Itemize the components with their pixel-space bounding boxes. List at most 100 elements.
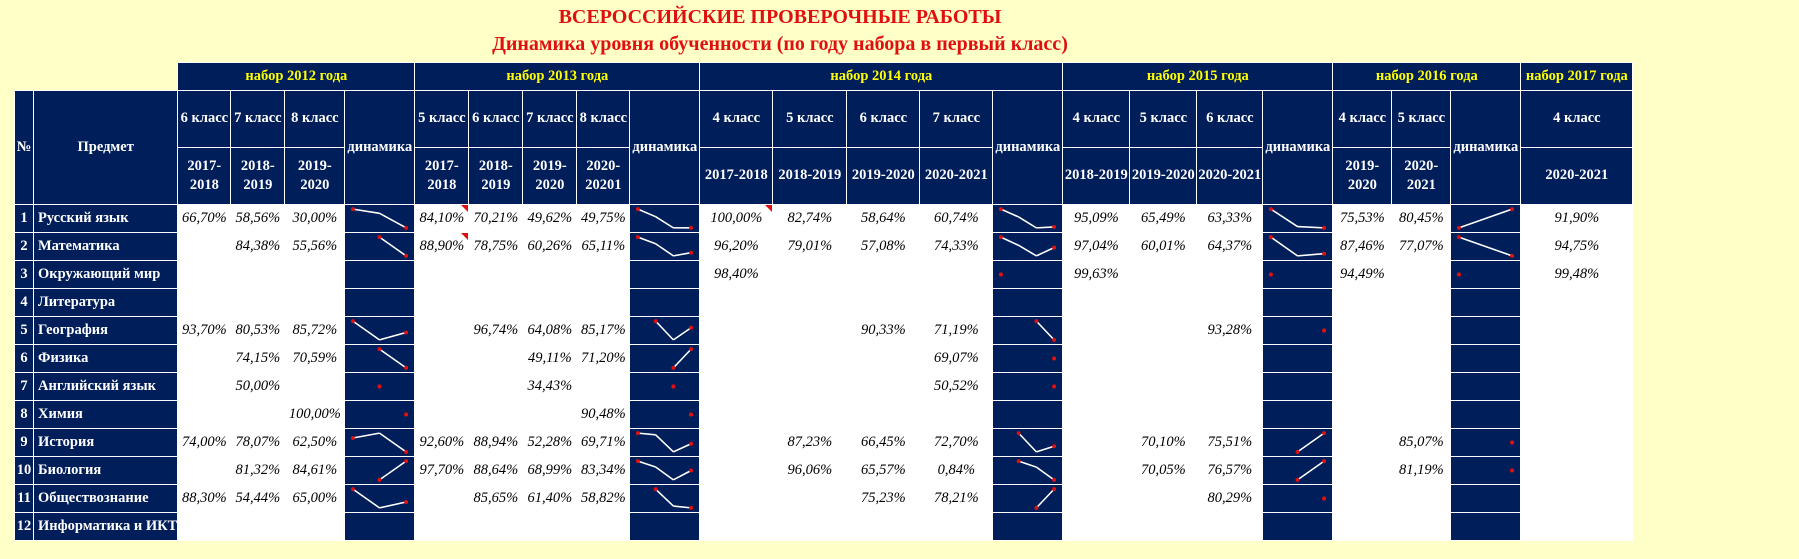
score-cell xyxy=(1520,315,1634,345)
sparkline-marker xyxy=(1322,430,1327,435)
dynamics-cell xyxy=(629,287,701,317)
sparkline-marker xyxy=(1322,328,1327,332)
year-header: 2020-2021 xyxy=(919,146,994,205)
score-cell xyxy=(522,287,578,317)
sparkline-marker xyxy=(404,499,409,504)
score-cell: 79,01% xyxy=(772,231,848,261)
score-cell: 88,94% xyxy=(468,427,524,457)
sparkline-marker xyxy=(1052,477,1057,482)
dynamics-cell xyxy=(344,203,416,233)
score-cell xyxy=(576,259,631,289)
sparkline-marker xyxy=(689,225,694,230)
sparkline-chart xyxy=(1034,486,1057,510)
score-cell xyxy=(772,511,848,541)
score-cell xyxy=(699,315,774,345)
sparkline-chart xyxy=(1295,458,1327,482)
sparkline-marker xyxy=(1017,458,1021,463)
class-header: 6 класс xyxy=(846,89,921,148)
class-header: 6 класс xyxy=(1196,89,1264,148)
score-cell: 87,46% xyxy=(1332,231,1393,261)
score-cell xyxy=(1129,315,1198,345)
sparkline-chart xyxy=(1451,401,1520,428)
sparkline-segment xyxy=(673,469,692,481)
score-cell xyxy=(576,511,631,541)
sparkline-segment xyxy=(1297,225,1325,229)
score-cell: 64,08% xyxy=(522,315,578,345)
sparkline-chart xyxy=(1457,206,1515,230)
sparkline-marker xyxy=(1269,272,1274,276)
score-cell xyxy=(1391,371,1452,401)
sparkline-chart xyxy=(1017,458,1057,482)
class-header: 6 класс xyxy=(177,89,232,148)
score-cell xyxy=(1391,399,1452,429)
sparkline-segment xyxy=(379,459,407,481)
class-header: 7 класс xyxy=(230,89,286,148)
sparkline-chart xyxy=(1457,234,1515,258)
score-cell: 84,10% xyxy=(414,203,470,233)
sparkline-segment xyxy=(673,251,692,257)
score-cell: 75,51% xyxy=(1196,427,1264,457)
sparkline-marker xyxy=(636,234,641,239)
score-cell xyxy=(772,371,848,401)
score-cell: 96,20% xyxy=(699,231,774,261)
dynamics-cell xyxy=(992,287,1064,317)
sparkline-chart xyxy=(351,206,409,230)
subject-name: Физика xyxy=(32,343,179,373)
score-cell: 97,04% xyxy=(1062,231,1131,261)
score-cell xyxy=(699,399,774,429)
score-cell xyxy=(772,315,848,345)
score-cell: 49,62% xyxy=(522,203,578,233)
sparkline-marker xyxy=(1052,443,1057,448)
sparkline-marker xyxy=(351,486,356,491)
sparkline-chart xyxy=(377,346,409,370)
score-cell xyxy=(1520,455,1634,485)
score-cell: 85,65% xyxy=(468,483,524,513)
score-cell: 81,32% xyxy=(230,455,286,485)
dynamics-cell xyxy=(1450,455,1522,485)
sparkline-chart xyxy=(1457,272,1462,276)
year-header: 2020-2021 xyxy=(1520,146,1634,205)
score-cell xyxy=(699,511,774,541)
score-cell: 57,08% xyxy=(846,231,921,261)
score-cell xyxy=(468,511,524,541)
subject-name: Математика xyxy=(32,231,179,261)
score-cell xyxy=(522,259,578,289)
score-cell: 71,20% xyxy=(576,343,631,373)
dynamics-cell xyxy=(629,455,701,485)
set-header: набор 2014 года xyxy=(699,62,1064,91)
score-cell: 88,30% xyxy=(177,483,232,513)
dynamics-cell xyxy=(992,427,1064,457)
dynamics-cell xyxy=(1262,371,1334,401)
sparkline-marker xyxy=(404,458,409,463)
class-header: 6 класс xyxy=(468,89,524,148)
dynamics-cell xyxy=(1450,399,1522,429)
dynamics-cell xyxy=(1262,483,1334,513)
score-cell xyxy=(846,371,921,401)
dynamics-cell xyxy=(1262,399,1334,429)
dynamics-cell xyxy=(344,343,416,373)
set-header: набор 2015 года xyxy=(1062,62,1334,91)
sparkline-chart xyxy=(1034,318,1057,342)
sparkline-chart xyxy=(377,458,409,482)
year-header: 2017-2018 xyxy=(414,146,470,205)
sparkline-marker xyxy=(1510,468,1515,472)
score-cell: 98,40% xyxy=(699,259,774,289)
sparkline-marker xyxy=(1052,384,1057,388)
score-cell xyxy=(284,511,346,541)
score-cell xyxy=(414,371,470,401)
score-cell: 50,52% xyxy=(919,371,994,401)
score-cell: 64,37% xyxy=(1196,231,1264,261)
sparkline-marker xyxy=(689,412,694,416)
table-row: 1 Русский язык 66,70% 58,56% 30,00% 84,10% 70,… xyxy=(14,203,1634,233)
score-cell: 81,19% xyxy=(1391,455,1452,485)
subject-name: География xyxy=(32,315,179,345)
sparkline-chart xyxy=(671,384,676,388)
sparkline-marker xyxy=(1510,206,1515,211)
sparkline-chart xyxy=(630,261,699,288)
dynamics-cell xyxy=(1262,511,1334,541)
sparkline-chart xyxy=(351,486,409,509)
score-cell: 49,75% xyxy=(576,203,631,233)
sparkline-segment xyxy=(1018,432,1038,452)
score-cell xyxy=(1129,483,1198,513)
score-cell xyxy=(414,315,470,345)
